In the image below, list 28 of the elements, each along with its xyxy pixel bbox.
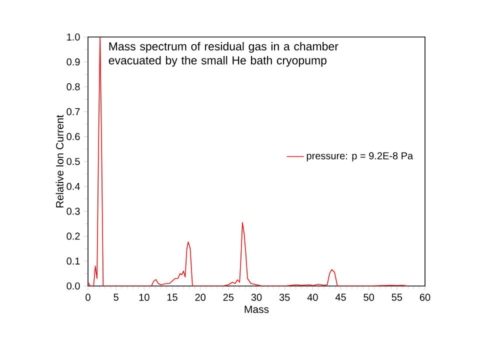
- x-tick-label: 25: [223, 294, 234, 301]
- x-axis-title: Mass: [244, 306, 269, 314]
- y-tick-label: 0.9: [66, 58, 80, 66]
- x-tick-label: 60: [420, 294, 430, 301]
- y-axis-title: Relative Ion Current: [56, 114, 64, 208]
- x-tick-label: 10: [139, 294, 150, 301]
- y-tick-label: 1.0: [67, 33, 80, 41]
- x-tick-label: 5: [114, 294, 118, 301]
- x-tick-label: 30: [251, 294, 262, 301]
- y-tick-label: 0.6: [66, 133, 80, 140]
- x-tick-label: 50: [364, 294, 374, 301]
- x-tick-label: 15: [167, 294, 178, 301]
- x-tick-label: 20: [195, 294, 206, 301]
- y-tick-label: 0.4: [66, 182, 80, 190]
- y-tick-label: 0.3: [66, 208, 80, 215]
- x-tick-label: 45: [335, 294, 346, 301]
- x-tick-label: 35: [279, 294, 290, 301]
- y-tick-label: 0.5: [66, 158, 80, 166]
- y-tick-label: 0.1: [66, 258, 80, 265]
- y-tick-label: 0.7: [66, 108, 80, 116]
- y-tick-label: 0.8: [66, 83, 80, 90]
- x-tick-label: 40: [307, 294, 318, 301]
- text: Mass spectrum of residual gas in a chamber evacuated by the small He bath cryopump: [108, 42, 338, 67]
- x-tick-label: 0: [86, 294, 90, 301]
- y-tick-label: 0.0: [66, 282, 80, 290]
- y-tick-label: 0.2: [66, 232, 80, 240]
- x-tick-label: 55: [392, 294, 402, 301]
- legend-label: pressure: p = 9.2E-8 Pa: [306, 152, 414, 162]
